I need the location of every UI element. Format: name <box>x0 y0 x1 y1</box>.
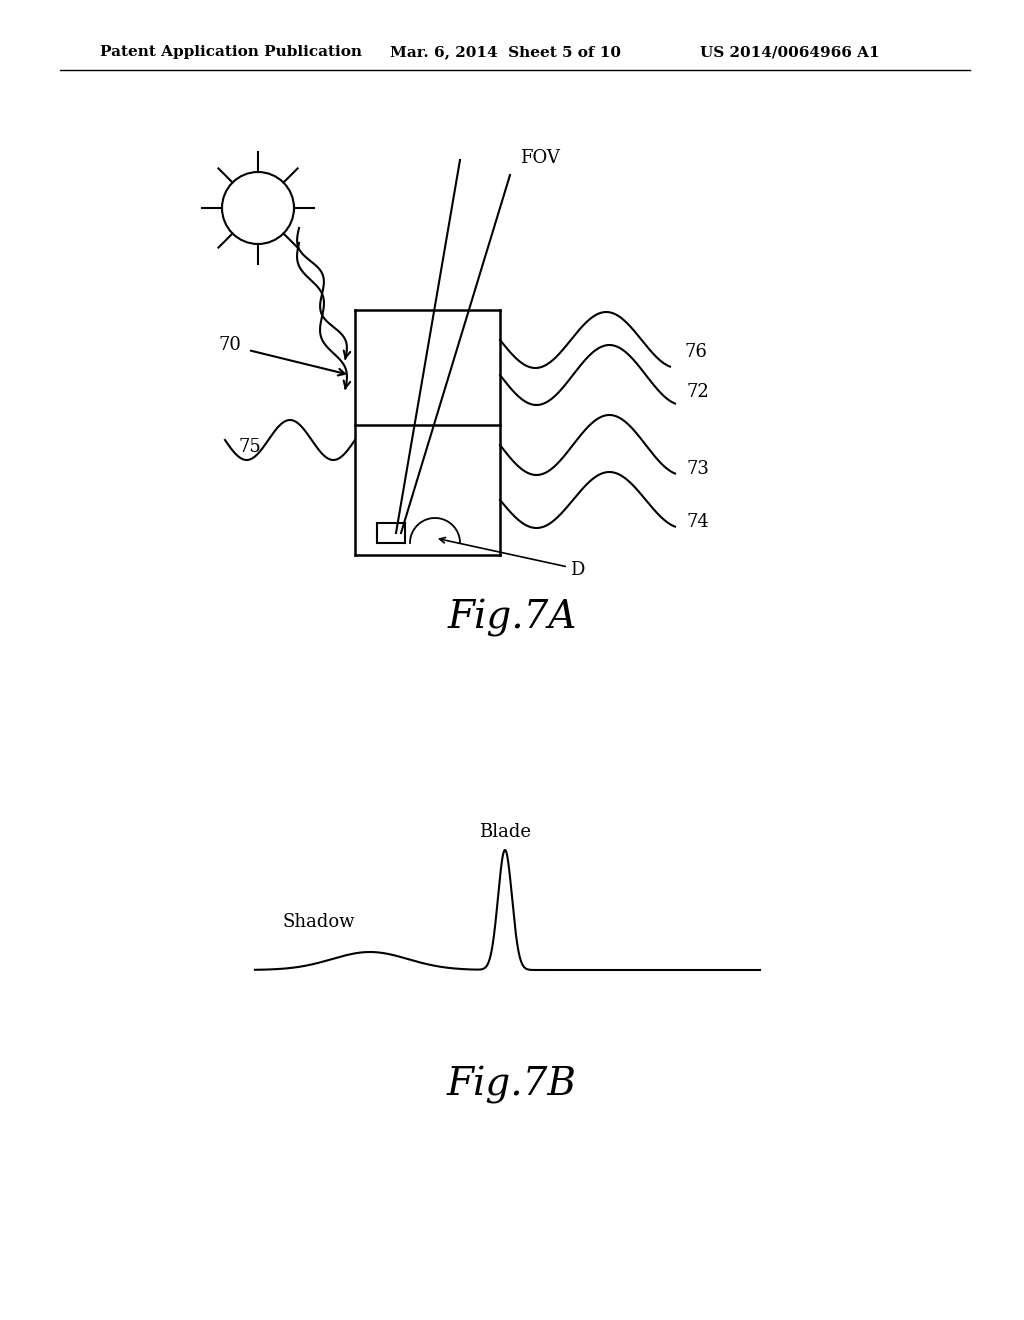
Text: 70: 70 <box>218 337 241 354</box>
Text: US 2014/0064966 A1: US 2014/0064966 A1 <box>700 45 880 59</box>
Text: 74: 74 <box>687 512 710 531</box>
Text: Fig.7A: Fig.7A <box>447 599 577 638</box>
Text: Shadow: Shadow <box>283 913 355 931</box>
Text: D: D <box>570 561 585 579</box>
Text: 73: 73 <box>687 459 710 478</box>
Text: Mar. 6, 2014  Sheet 5 of 10: Mar. 6, 2014 Sheet 5 of 10 <box>390 45 621 59</box>
Text: 75: 75 <box>238 438 261 455</box>
Text: FOV: FOV <box>520 149 560 168</box>
Text: 76: 76 <box>685 343 708 360</box>
Text: Patent Application Publication: Patent Application Publication <box>100 45 362 59</box>
Text: 72: 72 <box>687 383 710 400</box>
Text: Blade: Blade <box>479 822 531 841</box>
Text: Fig.7B: Fig.7B <box>447 1067 577 1104</box>
